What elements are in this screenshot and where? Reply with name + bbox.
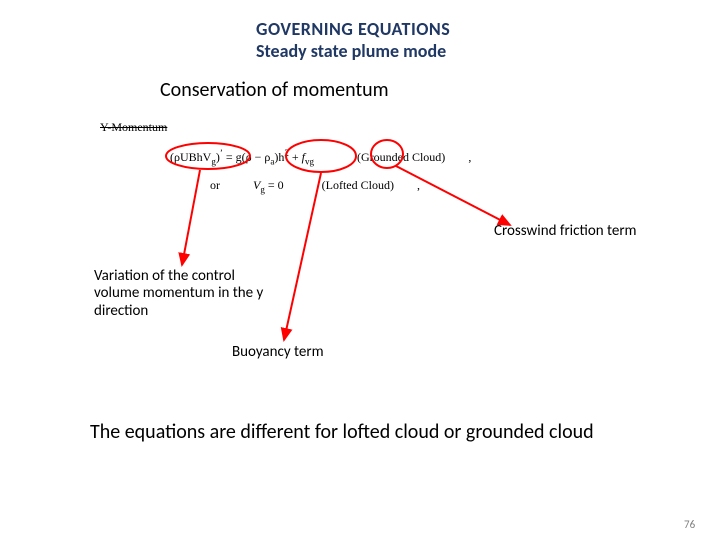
page-number: 76 bbox=[684, 518, 695, 531]
equation-grounded: (ρUBhVg)’ = g(ρ − ρa)h2 + fvg (Grounded … bbox=[170, 148, 471, 166]
annotation-crosswind: Crosswind friction term bbox=[494, 222, 654, 241]
annotation-arrow bbox=[182, 170, 200, 265]
subheading-conservation: Conservation of momentum bbox=[160, 78, 389, 102]
annotation-buoyancy: Buoyancy term bbox=[232, 344, 324, 361]
eq-comma2: , bbox=[417, 178, 420, 192]
eq-grounded-label: (Grounded Cloud) bbox=[357, 150, 445, 164]
annotation-variation: Variation of the control volume momentum… bbox=[94, 268, 274, 320]
eq-buoyancy: g(ρ − ρa)h2 bbox=[236, 150, 289, 164]
annotation-arrow bbox=[396, 166, 510, 225]
eq-lofted-label: (Lofted Cloud) bbox=[322, 178, 394, 192]
y-momentum-label: Y-Momentum bbox=[100, 120, 167, 135]
eq-friction: fvg bbox=[302, 150, 314, 164]
eq-lhs: (ρUBhVg)’ bbox=[170, 150, 223, 164]
equation-lofted: or Vg = 0 (Lofted Cloud) , bbox=[210, 178, 420, 194]
annotation-arrow bbox=[284, 173, 321, 340]
eq-vg: Vg = 0 bbox=[253, 178, 284, 192]
eq-or: or bbox=[210, 178, 220, 192]
footer-note: The equations are different for lofted c… bbox=[90, 420, 620, 444]
eq-plus: + bbox=[289, 150, 302, 164]
title-line-2: Steady state plume mode bbox=[256, 40, 446, 62]
eq-equals: = bbox=[223, 150, 236, 164]
title-line-1: GOVERNING EQUATIONS bbox=[256, 18, 450, 40]
eq-comma1: , bbox=[468, 150, 471, 164]
